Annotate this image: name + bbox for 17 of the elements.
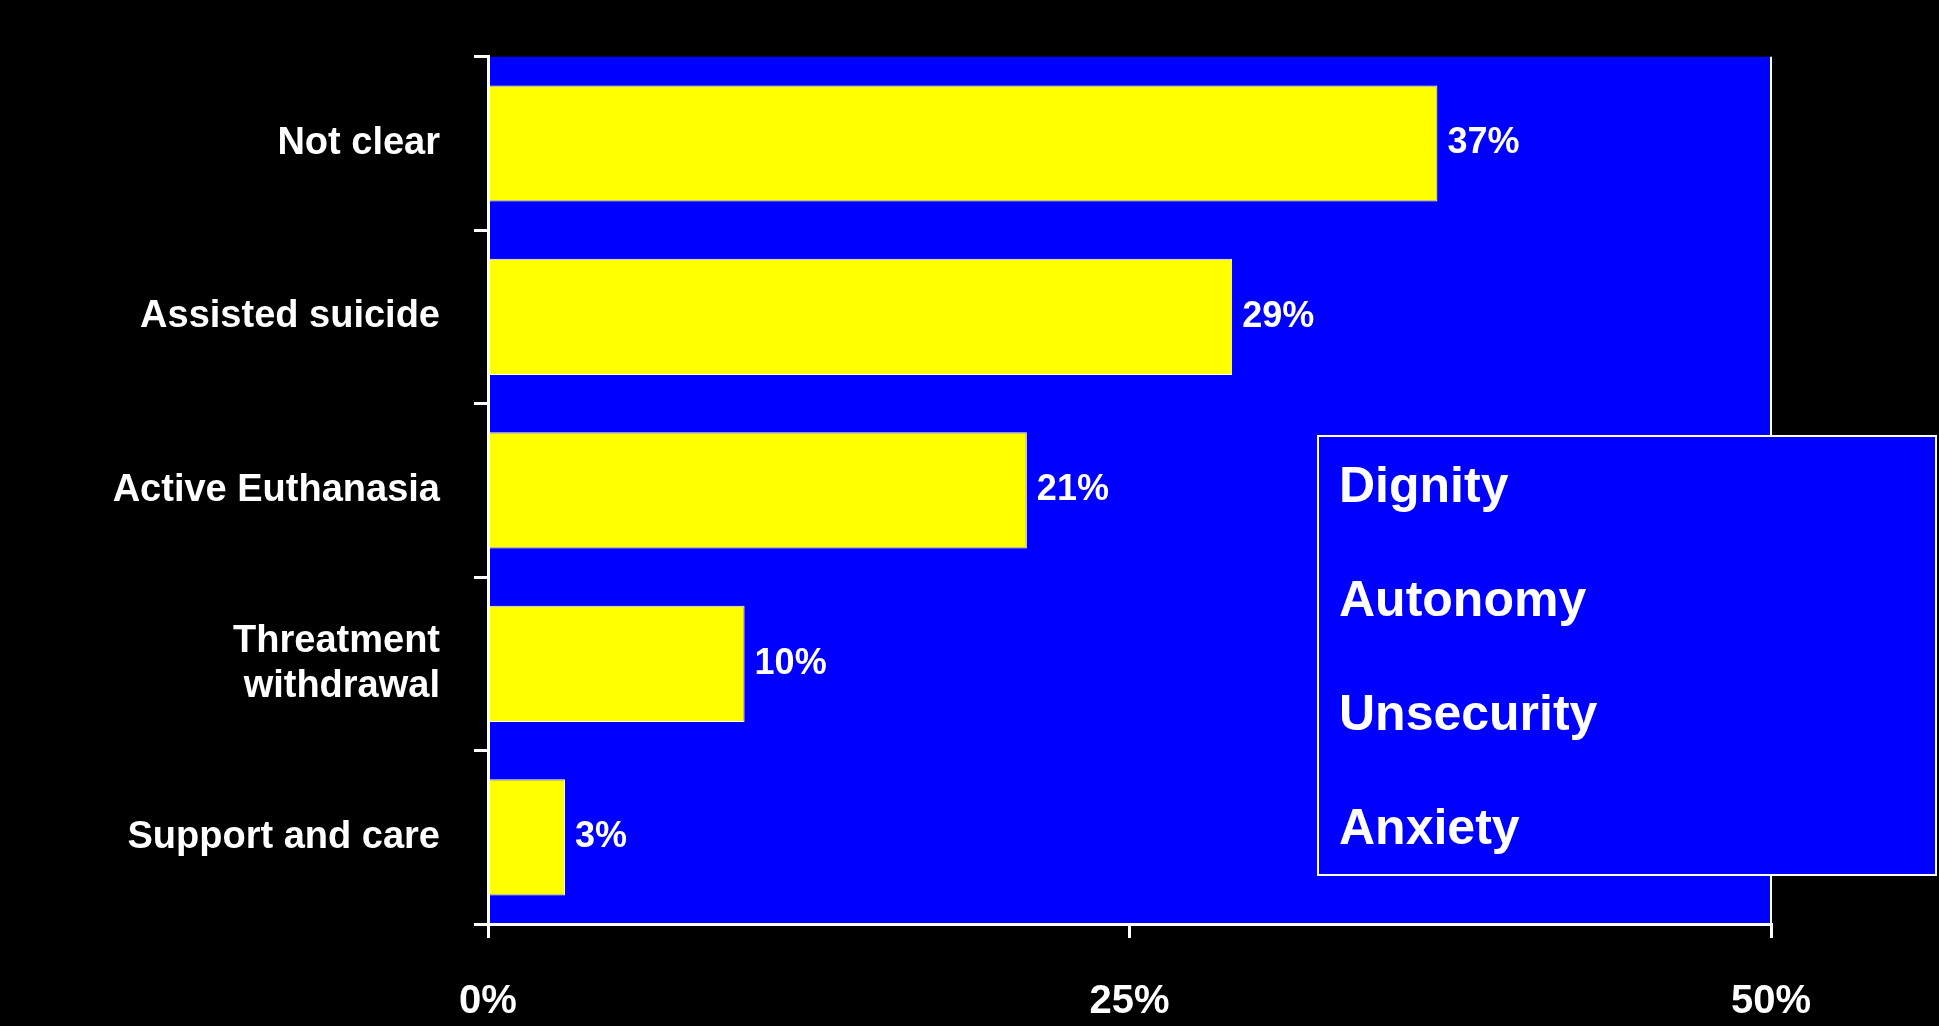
- data-label: 21%: [1036, 467, 1109, 509]
- data-label: 37%: [1447, 120, 1520, 162]
- data-label: 3%: [574, 814, 628, 856]
- y-tick-label: Assisted suicide: [140, 293, 440, 336]
- x-tick-label: 50%: [1730, 977, 1812, 1022]
- x-tick-label: 0%: [459, 977, 517, 1022]
- annotation: Autonomy: [1339, 570, 1588, 629]
- y-tick-label: Active Euthanasia: [112, 466, 441, 509]
- annotation: Anxiety: [1339, 798, 1521, 857]
- annotation: Dignity: [1339, 456, 1510, 515]
- data-label: 10%: [754, 640, 827, 682]
- data-label: 29%: [1242, 293, 1315, 335]
- x-tick-label: 25%: [1089, 977, 1170, 1022]
- annotation: Unsecurity: [1339, 684, 1599, 743]
- y-tick-label: Support and care: [127, 813, 440, 856]
- y-tick-label: Not clear: [277, 120, 441, 162]
- y-tick-label: Threatment withdrawal: [233, 617, 441, 706]
